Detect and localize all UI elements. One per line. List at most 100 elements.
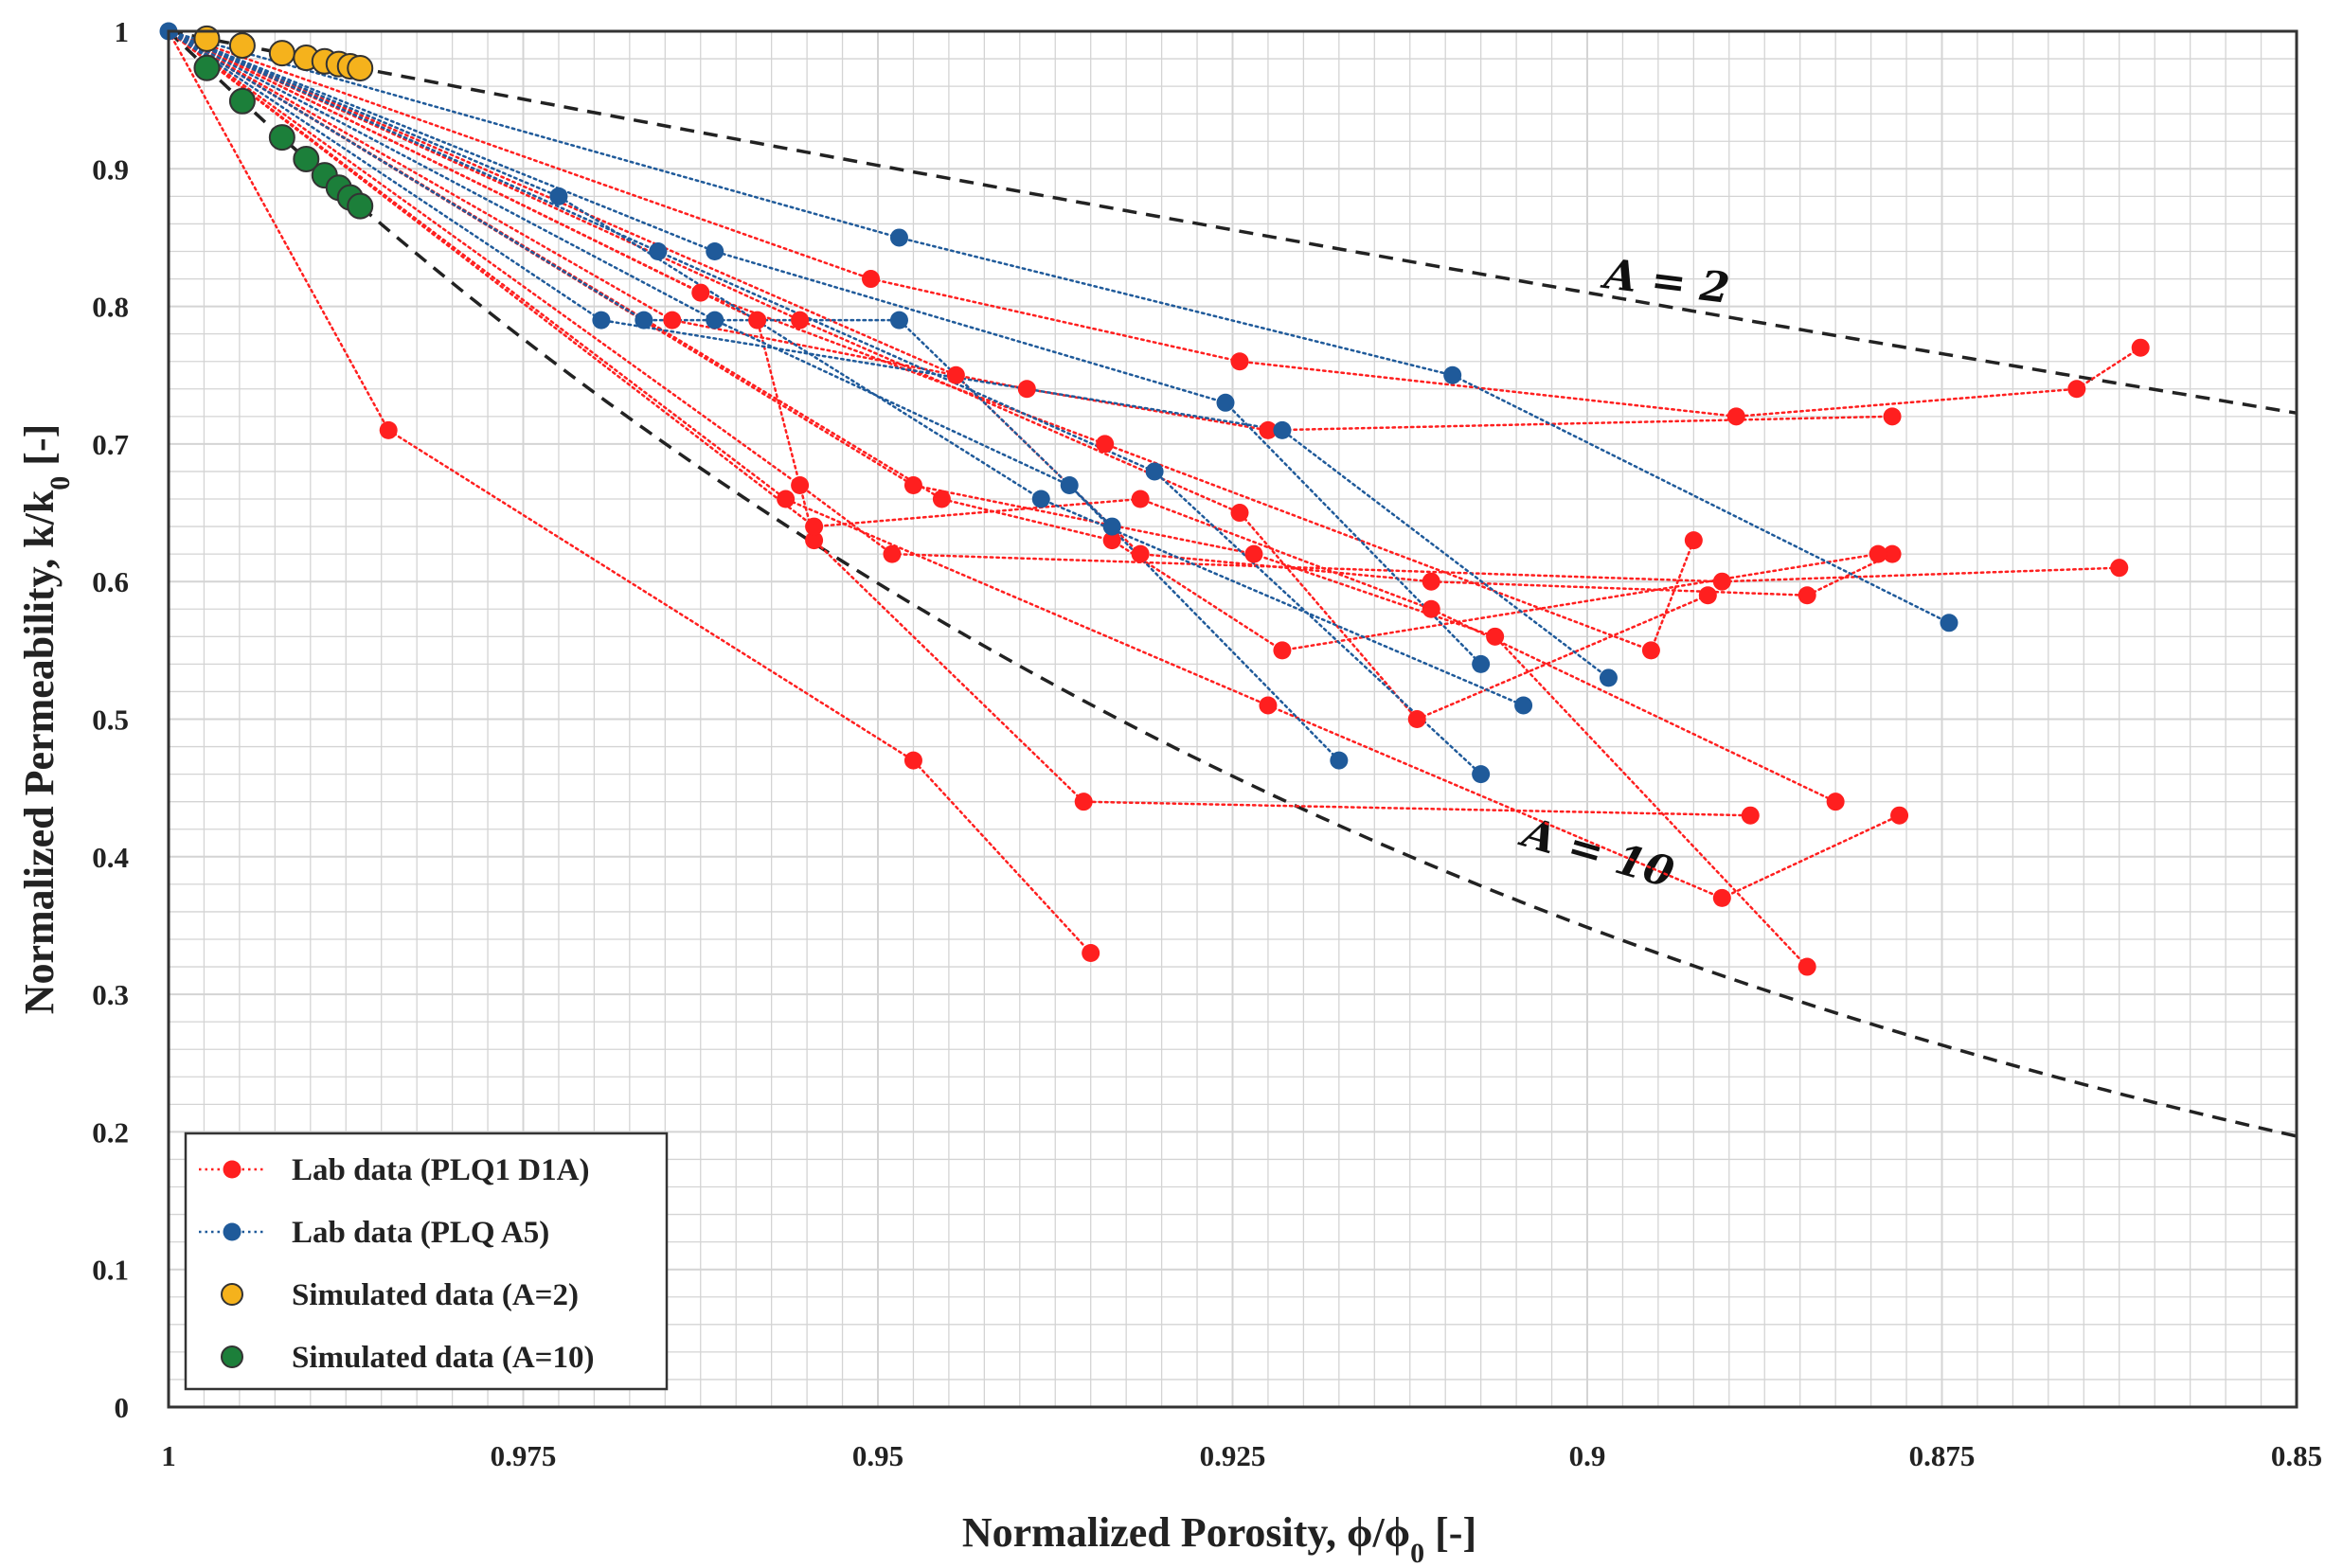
data-point-lab-data-plq1-d1a bbox=[1797, 957, 1816, 976]
y-tick-label: 0.4 bbox=[92, 841, 129, 874]
data-point-lab-data-plq-a5 bbox=[1216, 393, 1235, 412]
data-point-lab-data-plq-a5 bbox=[1514, 696, 1533, 715]
data-point-lab-data-plq1-d1a bbox=[663, 311, 682, 330]
y-tick-label: 0.2 bbox=[92, 1115, 129, 1149]
data-point-lab-data-plq-a5 bbox=[1472, 654, 1491, 673]
x-axis-title-sub: 0 bbox=[1410, 1538, 1424, 1568]
data-point-lab-data-plq1-d1a bbox=[862, 270, 881, 289]
data-point-lab-data-plq-a5 bbox=[1145, 462, 1164, 481]
data-point-lab-data-plq1-d1a bbox=[1684, 531, 1703, 550]
data-point-lab-data-plq1-d1a bbox=[932, 490, 951, 508]
data-point-lab-data-plq1-d1a bbox=[748, 311, 767, 330]
data-point-lab-data-plq1-d1a bbox=[1712, 888, 1731, 907]
series-line-lab-data-plq1-d1a bbox=[167, 29, 2142, 419]
data-point-lab-data-plq-a5 bbox=[1599, 668, 1618, 687]
data-point-lab-data-plq1-d1a bbox=[2131, 338, 2150, 357]
data-point-lab-data-plq1-d1a bbox=[791, 475, 810, 494]
reference-line-2 bbox=[168, 29, 2298, 415]
data-point-lab-data-plq1-d1a bbox=[791, 311, 810, 330]
tick-labels: 1 0.975 0.95 0.925 0.9 0.875 0.85 0 0.1 0.2 0.3 0.4… bbox=[92, 15, 2322, 1472]
series-line-lab-data-plq-a5 bbox=[167, 29, 1114, 528]
y-tick-label: 0.8 bbox=[92, 291, 129, 324]
series-line-lab-data-plq-a5 bbox=[167, 29, 1482, 775]
data-point-lab-data-plq1-d1a bbox=[1131, 490, 1150, 508]
data-point-lab-data-plq1-d1a bbox=[1422, 599, 1440, 618]
data-point-simulated-data-a-10 bbox=[228, 87, 256, 115]
data-point-lab-data-plq1-d1a bbox=[1273, 641, 1292, 660]
data-point-lab-data-plq1-d1a bbox=[1422, 572, 1440, 591]
y-tick-label: 0 bbox=[115, 1391, 130, 1424]
data-point-lab-data-plq-a5 bbox=[889, 311, 908, 330]
x-tick-label: 0.85 bbox=[2271, 1439, 2322, 1472]
data-point-lab-data-plq1-d1a bbox=[2110, 559, 2129, 578]
x-axis-title-end: [-] bbox=[1424, 1509, 1476, 1556]
data-point-lab-data-plq1-d1a bbox=[805, 531, 824, 550]
data-point-lab-data-plq1-d1a bbox=[903, 475, 922, 494]
data-point-lab-data-plq1-d1a bbox=[379, 420, 398, 439]
series-line-lab-data-plq-a5 bbox=[167, 29, 1610, 680]
data-point-lab-data-plq1-d1a bbox=[2067, 380, 2086, 399]
series-line-lab-data-plq1-d1a bbox=[167, 29, 1709, 722]
y-tick-label: 0.7 bbox=[92, 428, 129, 461]
data-point-lab-data-plq1-d1a bbox=[1259, 696, 1278, 715]
data-point-lab-data-plq1-d1a bbox=[805, 517, 824, 536]
y-tick-label: 0.9 bbox=[92, 152, 129, 186]
data-point-simulated-data-a-10 bbox=[293, 145, 320, 172]
y-axis-title-main: Normalized Permeability, k/k bbox=[16, 490, 63, 1014]
y-tick-label: 0.3 bbox=[92, 978, 129, 1011]
legend-marker bbox=[223, 1222, 241, 1241]
y-tick-label: 0.5 bbox=[92, 704, 129, 737]
data-point-lab-data-plq-a5 bbox=[1031, 490, 1050, 508]
data-point-simulated-data-a-2 bbox=[268, 40, 295, 67]
data-point-lab-data-plq1-d1a bbox=[691, 283, 710, 302]
reference-line-10 bbox=[167, 29, 2298, 1138]
series-line-lab-data-plq-a5 bbox=[167, 29, 1341, 762]
series-line-lab-data-plq-a5 bbox=[167, 29, 1525, 707]
data-point-lab-data-plq1-d1a bbox=[1230, 352, 1249, 371]
x-axis-title: Normalized Porosity, ϕ/ϕ0 [-] bbox=[962, 1509, 1476, 1568]
x-tick-label: 0.875 bbox=[1909, 1439, 1976, 1472]
series-line-lab-data-plq1-d1a bbox=[167, 29, 1894, 597]
legend-marker bbox=[221, 1345, 243, 1368]
x-axis-title-main: Normalized Porosity, ϕ/ϕ bbox=[962, 1509, 1410, 1556]
y-tick-label: 0.1 bbox=[92, 1254, 129, 1287]
data-point-lab-data-plq1-d1a bbox=[1741, 806, 1760, 825]
x-tick-label: 0.9 bbox=[1569, 1439, 1606, 1472]
data-point-lab-data-plq1-d1a bbox=[1407, 710, 1426, 728]
data-point-lab-data-plq-a5 bbox=[649, 241, 668, 260]
y-axis-title-sub: 0 bbox=[45, 476, 76, 490]
data-point-lab-data-plq1-d1a bbox=[1712, 572, 1731, 591]
data-point-lab-data-plq-a5 bbox=[1102, 517, 1121, 536]
legend-label: Simulated data (A=2) bbox=[292, 1278, 579, 1312]
data-point-simulated-data-a-10 bbox=[347, 192, 374, 220]
x-tick-label: 0.95 bbox=[852, 1439, 903, 1472]
legend-label: Lab data (PLQ1 D1A) bbox=[292, 1153, 589, 1187]
data-point-lab-data-plq1-d1a bbox=[1486, 627, 1505, 646]
legend: Lab data (PLQ1 D1A) Lab data (PLQ A5) Simu… bbox=[184, 1131, 669, 1391]
data-point-lab-data-plq1-d1a bbox=[946, 365, 965, 384]
data-point-lab-data-plq1-d1a bbox=[1883, 544, 1902, 563]
series-line-lab-data-plq-a5 bbox=[167, 29, 1482, 666]
data-point-lab-data-plq1-d1a bbox=[1131, 544, 1150, 563]
data-point-lab-data-plq-a5 bbox=[635, 311, 653, 330]
data-point-lab-data-plq-a5 bbox=[706, 241, 724, 260]
series-line-lab-data-plq-a5 bbox=[167, 29, 1951, 625]
legend-label: Lab data (PLQ A5) bbox=[292, 1216, 549, 1250]
data-point-simulated-data-a-10 bbox=[193, 54, 221, 81]
data-point-lab-data-plq1-d1a bbox=[1883, 407, 1902, 426]
data-point-lab-data-plq1-d1a bbox=[1641, 641, 1660, 660]
x-tick-label: 0.975 bbox=[491, 1439, 557, 1472]
data-point-lab-data-plq1-d1a bbox=[1244, 544, 1263, 563]
data-point-lab-data-plq1-d1a bbox=[777, 490, 796, 508]
data-point-lab-data-plq1-d1a bbox=[883, 544, 902, 563]
series-markers bbox=[159, 22, 2150, 976]
series-line-lab-data-plq1-d1a bbox=[167, 29, 1092, 954]
data-point-lab-data-plq1-d1a bbox=[1890, 806, 1909, 825]
legend-marker bbox=[223, 1160, 241, 1179]
data-point-lab-data-plq-a5 bbox=[592, 311, 611, 330]
data-point-lab-data-plq-a5 bbox=[1472, 765, 1491, 784]
legend-label: Simulated data (A=10) bbox=[292, 1341, 594, 1375]
x-tick-label: 1 bbox=[161, 1439, 176, 1472]
series-lines bbox=[167, 29, 2142, 969]
